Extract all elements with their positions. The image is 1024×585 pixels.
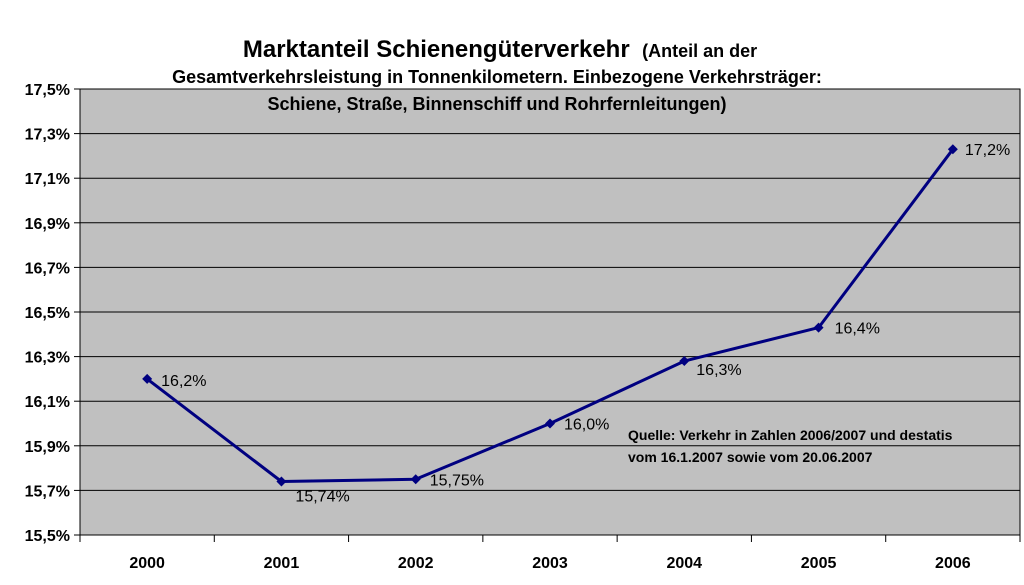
x-tick-label: 2000 (129, 555, 165, 572)
chart-subtitle-line-1: (Anteil an der (642, 41, 757, 61)
y-tick-label: 17,3% (25, 127, 70, 144)
data-label: 16,0% (564, 417, 609, 434)
y-tick-label: 15,9% (25, 439, 70, 456)
data-label: 17,2% (965, 142, 1010, 159)
chart-title-line-1: Marktanteil Schienengüterverkehr (Anteil… (243, 36, 757, 63)
source-note-line-2: vom 16.1.2007 sowie vom 20.06.2007 (628, 449, 873, 465)
y-tick-label: 16,5% (25, 305, 70, 322)
data-label: 16,2% (161, 373, 206, 390)
y-tick-label: 16,9% (25, 216, 70, 233)
data-point-marker (410, 474, 421, 485)
chart-subtitle-line-3: Schiene, Straße, Binnenschiff und Rohrfe… (267, 94, 726, 114)
data-labels: 16,2% 15,74% 15,75% 16,0% 16,3% 16,4% 17,2% (161, 142, 1010, 505)
y-tick-label: 15,7% (25, 483, 70, 500)
x-tick-label: 2005 (801, 555, 837, 572)
data-label: 15,74% (295, 488, 349, 505)
data-point-marker (813, 322, 824, 333)
x-tick-label: 2001 (264, 555, 300, 572)
y-tick-label: 16,1% (25, 394, 70, 411)
chart-title: Marktanteil Schienengüterverkehr (243, 36, 630, 63)
x-tick-label: 2003 (532, 555, 568, 572)
data-label: 16,4% (835, 321, 880, 338)
data-label: 15,75% (430, 472, 484, 489)
y-tick-label: 16,7% (25, 260, 70, 277)
data-label: 16,3% (696, 362, 741, 379)
source-note-line-1: Quelle: Verkehr in Zahlen 2006/2007 und … (628, 427, 953, 443)
data-point-marker (545, 418, 555, 429)
series (142, 144, 958, 487)
data-point-marker (276, 476, 287, 487)
y-tick-label: 15,5% (25, 528, 70, 545)
y-tick-label: 17,1% (25, 171, 70, 188)
x-tick-label: 2002 (398, 555, 434, 572)
y-tick-label: 17,5% (25, 82, 70, 99)
data-point-marker (679, 356, 690, 367)
x-tick-label: 2004 (666, 555, 702, 572)
axes: 15,5% 15,7% 15,9% 16,1% 16,3% 16,5% 16,7% 16,9%… (25, 82, 1021, 572)
x-tick-label: 2006 (935, 555, 971, 572)
data-point-marker (142, 373, 153, 384)
chart-subtitle-line-2: Gesamtverkehrsleistung in Tonnenkilomete… (172, 67, 822, 87)
y-tick-label: 16,3% (25, 350, 70, 367)
data-point-marker (947, 144, 958, 155)
